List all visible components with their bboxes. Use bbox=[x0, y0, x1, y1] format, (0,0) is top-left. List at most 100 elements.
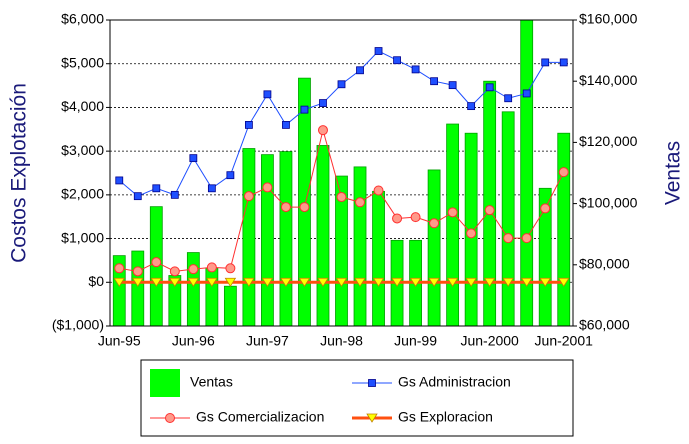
point bbox=[189, 154, 198, 163]
point bbox=[540, 203, 551, 214]
point bbox=[336, 192, 347, 203]
point bbox=[169, 266, 180, 277]
point bbox=[298, 277, 311, 288]
bar bbox=[205, 267, 219, 327]
point bbox=[282, 121, 290, 129]
point bbox=[539, 277, 551, 288]
point bbox=[132, 266, 143, 277]
bar bbox=[501, 111, 515, 327]
point bbox=[393, 56, 401, 65]
point bbox=[428, 277, 440, 288]
point bbox=[225, 263, 236, 274]
legend-label: Gs Comercializacion bbox=[196, 409, 324, 425]
point bbox=[355, 197, 366, 208]
point bbox=[466, 228, 477, 239]
x-tick-label: Jun-2000 bbox=[460, 333, 519, 349]
y-tick-label: $1,000 bbox=[61, 229, 104, 245]
point bbox=[133, 192, 142, 201]
point bbox=[411, 65, 420, 74]
y2-tick-label: $60,000 bbox=[579, 317, 630, 333]
point bbox=[150, 277, 163, 288]
point bbox=[429, 218, 440, 229]
bar bbox=[446, 123, 460, 327]
y2-axis-title: Ventas bbox=[662, 141, 685, 205]
point bbox=[447, 207, 458, 218]
point bbox=[152, 184, 161, 193]
bar bbox=[261, 154, 274, 327]
point bbox=[521, 233, 532, 244]
point bbox=[374, 47, 383, 55]
y-axis-title: Costos Explotación bbox=[8, 83, 31, 263]
legend-label: Gs Administracion bbox=[398, 374, 511, 390]
bar bbox=[316, 145, 330, 327]
point bbox=[485, 83, 494, 92]
point bbox=[300, 105, 309, 114]
point bbox=[206, 277, 218, 288]
x-tick-label: Jun-96 bbox=[172, 333, 215, 349]
x-tick-label: Jun-98 bbox=[320, 333, 363, 349]
point bbox=[372, 277, 385, 288]
legend-marker bbox=[165, 413, 175, 423]
point bbox=[430, 77, 439, 86]
y-tick-label: $3,000 bbox=[61, 142, 104, 158]
y-tick-label: ($1,000) bbox=[52, 317, 104, 333]
legend-label: Gs Exploracion bbox=[398, 409, 493, 425]
point bbox=[224, 277, 237, 288]
point bbox=[262, 182, 273, 193]
point bbox=[169, 277, 181, 288]
point bbox=[243, 191, 254, 202]
point bbox=[503, 233, 514, 244]
point bbox=[170, 190, 179, 199]
point bbox=[319, 99, 327, 107]
point bbox=[151, 257, 162, 268]
x-tick-label: Jun-97 bbox=[246, 333, 289, 349]
point bbox=[187, 277, 200, 288]
bar bbox=[186, 252, 200, 327]
point bbox=[280, 277, 292, 288]
y2-tick-label: $140,000 bbox=[579, 72, 638, 88]
point bbox=[465, 277, 477, 288]
y-tick-label: $5,000 bbox=[61, 54, 104, 70]
point bbox=[356, 66, 364, 75]
point bbox=[504, 94, 513, 103]
line-series bbox=[118, 50, 564, 197]
bar bbox=[223, 285, 237, 327]
point bbox=[244, 121, 253, 129]
point bbox=[354, 277, 366, 288]
point bbox=[448, 81, 457, 90]
point bbox=[226, 171, 235, 180]
legend-marker bbox=[366, 413, 378, 423]
y2-tick-label: $120,000 bbox=[579, 133, 638, 149]
point bbox=[188, 264, 199, 275]
y2-tick-label: $80,000 bbox=[579, 256, 630, 272]
point bbox=[541, 58, 550, 67]
point bbox=[391, 277, 403, 288]
y-tick-label: $4,000 bbox=[61, 98, 104, 114]
point bbox=[392, 213, 403, 224]
y-tick-label: $0 bbox=[88, 273, 104, 289]
point bbox=[559, 58, 568, 67]
bar bbox=[483, 80, 497, 327]
point bbox=[317, 277, 329, 288]
point bbox=[446, 277, 459, 288]
point bbox=[317, 125, 328, 136]
legend-swatch bbox=[150, 369, 180, 397]
y-tick-label: $2,000 bbox=[61, 186, 104, 202]
x-tick-label: Jun-95 bbox=[98, 333, 141, 349]
point bbox=[263, 90, 272, 99]
plot-frame bbox=[109, 19, 574, 327]
point bbox=[261, 277, 274, 288]
bar bbox=[427, 169, 441, 327]
legend-label: Ventas bbox=[190, 374, 233, 390]
point bbox=[467, 102, 476, 111]
point bbox=[409, 277, 422, 288]
y2-tick-label: $100,000 bbox=[579, 194, 638, 210]
y-tick-label: $6,000 bbox=[61, 11, 104, 27]
point bbox=[410, 212, 421, 223]
bar bbox=[242, 148, 256, 327]
point bbox=[337, 80, 346, 89]
bar bbox=[557, 132, 571, 327]
point bbox=[558, 167, 569, 178]
point bbox=[522, 89, 531, 98]
point bbox=[558, 277, 570, 288]
